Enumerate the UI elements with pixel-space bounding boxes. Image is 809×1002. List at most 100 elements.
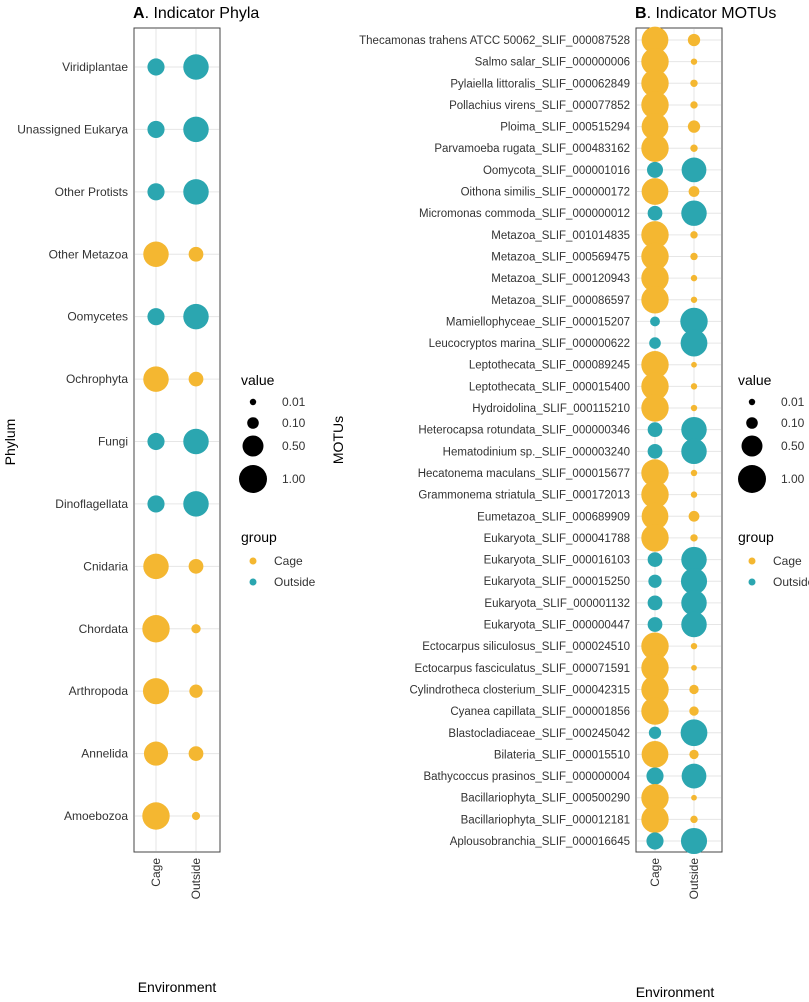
data-point-cage bbox=[641, 394, 669, 422]
data-point-cage bbox=[641, 134, 669, 162]
data-point-cage bbox=[648, 726, 662, 739]
data-point-outside bbox=[680, 719, 708, 747]
data-point-outside bbox=[681, 763, 707, 789]
data-point-outside bbox=[681, 416, 707, 443]
data-point-cage bbox=[647, 617, 663, 632]
y-tick-label: Amoebozoa bbox=[64, 809, 128, 823]
y-tick-label: Eukaryota_SLIF_000000447 bbox=[484, 620, 630, 632]
data-point-cage bbox=[647, 595, 663, 611]
data-point-cage bbox=[641, 91, 669, 119]
panel-b-title: B. Indicator MOTUs bbox=[635, 5, 776, 22]
y-tick-label: Leptothecata_SLIF_000015400 bbox=[469, 381, 630, 393]
panel-b-points bbox=[641, 26, 708, 855]
legend-a-group-title: group bbox=[241, 529, 277, 545]
legend-size-key bbox=[738, 465, 766, 493]
legend-a-group-entries: Cage Outside bbox=[249, 554, 316, 589]
data-point-cage bbox=[641, 372, 669, 401]
data-point-outside bbox=[690, 252, 698, 261]
data-point-cage bbox=[641, 264, 669, 292]
legend-group-key bbox=[249, 578, 257, 586]
y-tick-label: Leucocryptos marina_SLIF_000000622 bbox=[429, 338, 630, 350]
y-tick-label: Bacillariophyta_SLIF_000500290 bbox=[461, 793, 630, 805]
data-point-cage bbox=[143, 741, 169, 766]
panel-b-y-tick-labels: Thecamonas trahens ATCC 50062_SLIF_00008… bbox=[359, 35, 630, 848]
data-point-outside bbox=[689, 706, 699, 716]
data-point-outside bbox=[188, 371, 204, 387]
legend-size-label: 1.00 bbox=[781, 472, 805, 486]
y-tick-label: Eukaryota_SLIF_000041788 bbox=[484, 533, 630, 545]
data-point-outside bbox=[691, 361, 697, 368]
panel-a: A. Indicator Phyla Viridiplantae Unassign… bbox=[2, 5, 316, 995]
panel-a-frame bbox=[133, 27, 221, 853]
legend-group-label: Cage bbox=[773, 554, 802, 568]
data-point-outside bbox=[189, 684, 203, 698]
data-point-outside bbox=[188, 558, 204, 574]
data-point-outside bbox=[689, 684, 699, 695]
y-tick-label: Eumetazoa_SLIF_000689909 bbox=[477, 511, 630, 523]
data-point-outside bbox=[183, 116, 209, 143]
data-point-cage bbox=[641, 26, 669, 54]
y-tick-label: Bacillariophyta_SLIF_000012181 bbox=[461, 814, 630, 826]
y-tick-label: Bathycoccus prasinos_SLIF_000000004 bbox=[423, 771, 630, 783]
data-point-cage bbox=[147, 58, 165, 76]
data-point-outside bbox=[690, 231, 698, 239]
data-point-cage bbox=[650, 316, 660, 327]
y-tick-label: Ectocarpus siliculosus_SLIF_000024510 bbox=[422, 641, 630, 653]
legend-b-group-entries: Cage Outside bbox=[748, 554, 809, 589]
y-tick-label: Blastocladiaceae_SLIF_000245042 bbox=[448, 728, 630, 740]
data-point-outside bbox=[681, 611, 707, 638]
data-point-outside bbox=[191, 624, 201, 634]
y-tick-label: Cyanea capillata_SLIF_000001856 bbox=[450, 706, 630, 718]
panel-a-legend: value 0.01 0.10 0.50 1.00 group Cage Outside bbox=[239, 372, 316, 589]
data-point-outside bbox=[183, 491, 209, 517]
data-point-outside bbox=[680, 827, 708, 855]
data-point-cage bbox=[147, 120, 165, 138]
legend-group-label: Outside bbox=[274, 575, 316, 589]
data-point-cage bbox=[641, 480, 669, 509]
y-tick-label: Eukaryota_SLIF_000016103 bbox=[484, 555, 630, 567]
legend-size-key bbox=[746, 417, 758, 429]
panel-b-frame bbox=[635, 27, 723, 853]
data-point-cage bbox=[641, 242, 669, 271]
legend-size-label: 0.50 bbox=[282, 439, 306, 453]
legend-group-label: Outside bbox=[773, 575, 809, 589]
data-point-cage bbox=[641, 697, 669, 725]
panel-a-x-tick-label: Outside bbox=[189, 858, 203, 900]
data-point-outside bbox=[690, 144, 698, 152]
data-point-outside bbox=[681, 157, 707, 183]
data-point-outside bbox=[188, 246, 204, 262]
panel-a-y-axis-title: Phylum bbox=[2, 419, 18, 466]
panel-a-points bbox=[142, 54, 209, 830]
data-point-outside bbox=[690, 815, 698, 824]
data-point-outside bbox=[690, 642, 698, 650]
data-point-outside bbox=[688, 186, 700, 197]
data-point-cage bbox=[147, 183, 165, 201]
data-point-cage bbox=[641, 69, 669, 97]
y-tick-label: Viridiplantae bbox=[62, 60, 128, 74]
data-point-cage bbox=[641, 654, 669, 682]
data-point-outside bbox=[690, 79, 698, 87]
legend-group-label: Cage bbox=[274, 554, 303, 568]
y-tick-label: Salmo salar_SLIF_000000006 bbox=[475, 57, 630, 69]
y-tick-label: Unassigned Eukarya bbox=[17, 122, 128, 136]
data-point-cage bbox=[641, 741, 669, 768]
data-point-cage bbox=[641, 784, 669, 812]
data-point-outside bbox=[183, 179, 209, 205]
y-tick-label: Ochrophyta bbox=[66, 372, 128, 386]
data-point-outside bbox=[680, 568, 708, 595]
legend-size-key bbox=[247, 417, 259, 429]
data-point-outside bbox=[183, 303, 209, 330]
panel-a-x-axis-title: Environment bbox=[138, 979, 217, 995]
y-tick-label: Ectocarpus fasciculatus_SLIF_000071591 bbox=[415, 663, 630, 675]
y-tick-label: Mamiellophyceae_SLIF_000015207 bbox=[446, 316, 630, 328]
panel-b-y-axis-title: MOTUs bbox=[330, 416, 346, 464]
y-tick-label: Annelida bbox=[81, 747, 128, 761]
y-tick-label: Aplousobranchia_SLIF_000016645 bbox=[450, 836, 630, 848]
y-tick-label: Oomycetes bbox=[67, 310, 128, 324]
y-tick-label: Hydroidolina_SLIF_000115210 bbox=[472, 403, 630, 415]
data-point-cage bbox=[641, 286, 669, 314]
data-point-outside bbox=[680, 329, 708, 357]
y-tick-label: Fungi bbox=[98, 435, 128, 449]
data-point-cage bbox=[641, 221, 669, 249]
data-point-outside bbox=[691, 664, 697, 671]
